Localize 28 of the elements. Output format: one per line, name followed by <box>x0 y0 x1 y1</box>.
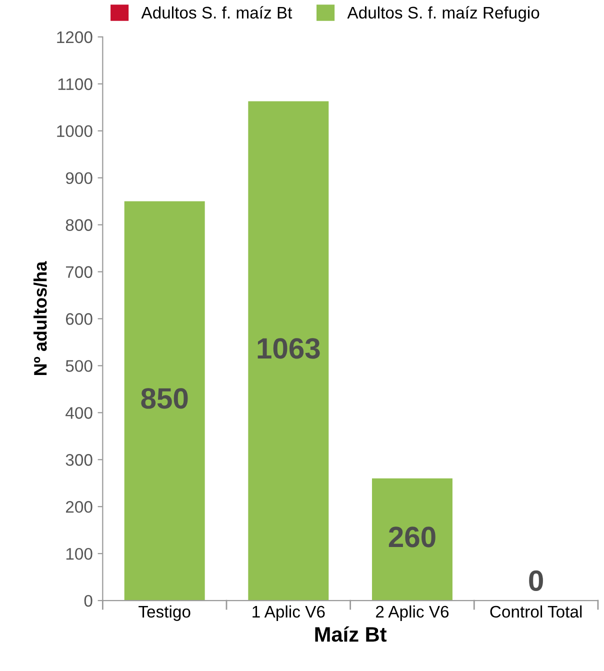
y-tick-label: 1200 <box>57 31 92 44</box>
x-tick-label: Testigo <box>138 605 190 621</box>
y-tick-label: 600 <box>66 313 92 325</box>
x-tick-label: 1 Aplic V6 <box>252 605 325 621</box>
y-axis-title: Nº adultos/ha <box>34 261 47 375</box>
legend-label: Adultos S. f. maíz Bt <box>141 6 292 19</box>
x-tick-label: 2 Aplic V6 <box>376 605 449 621</box>
bar <box>124 201 205 601</box>
y-tick-label: 300 <box>66 454 92 466</box>
y-tick-label: 400 <box>66 407 92 419</box>
y-tick-label: 1100 <box>58 78 92 90</box>
y-tick-label: 900 <box>66 172 92 184</box>
y-tick-label: 500 <box>66 360 92 372</box>
y-tick-label: 700 <box>66 266 92 278</box>
data-label: 1063 <box>258 338 320 359</box>
bar <box>248 101 329 601</box>
y-tick-label: 100 <box>66 548 92 560</box>
data-label: 260 <box>388 526 436 548</box>
y-tick-label: 200 <box>66 501 92 513</box>
legend-label: Adultos S. f. maíz Refugio <box>347 6 540 22</box>
data-label: 0 <box>529 570 543 592</box>
x-axis-title: Maíz Bt <box>315 626 387 642</box>
y-tick-label: 800 <box>66 219 92 231</box>
data-label: 850 <box>141 388 188 409</box>
y-tick-label: 1000 <box>57 125 92 138</box>
bar <box>372 478 452 601</box>
y-tick-label: 0 <box>84 594 92 607</box>
x-tick-label: Control Total <box>490 605 582 618</box>
